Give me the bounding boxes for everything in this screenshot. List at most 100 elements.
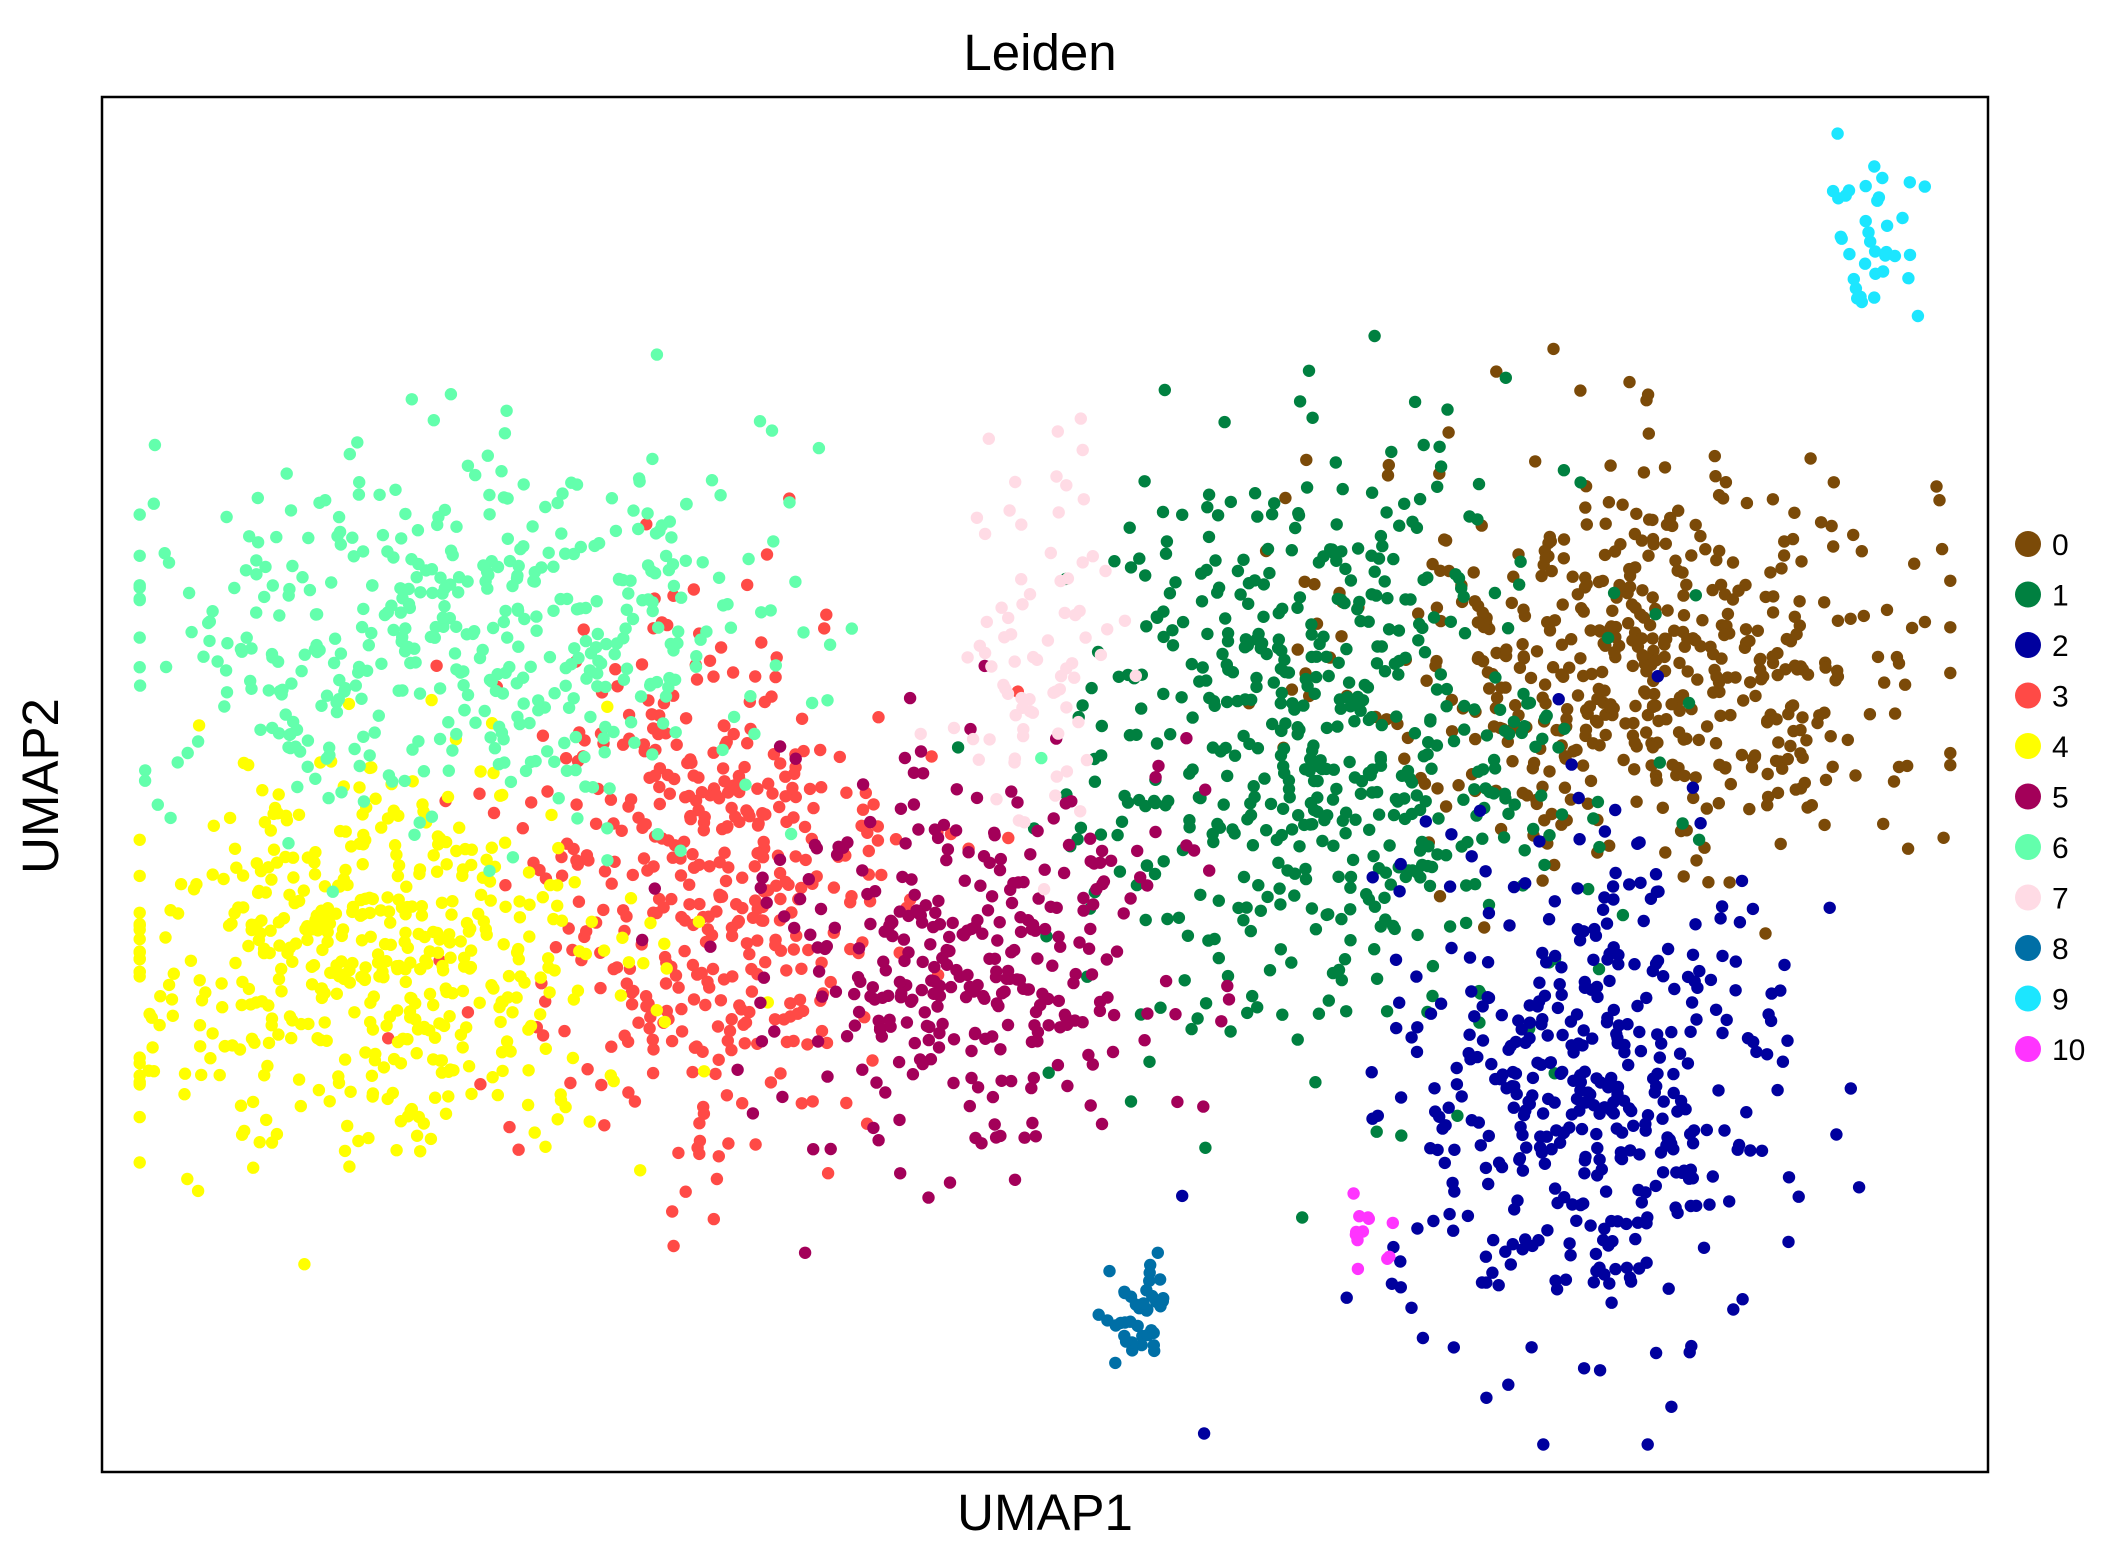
- point-cluster-0: [1788, 506, 1801, 519]
- point-cluster-4: [373, 970, 386, 983]
- point-cluster-3: [710, 1172, 724, 1186]
- point-cluster-5: [1031, 824, 1044, 838]
- point-cluster-1: [1140, 620, 1153, 633]
- point-cluster-6: [589, 641, 603, 654]
- point-cluster-3: [741, 737, 754, 750]
- point-cluster-2: [1450, 1078, 1464, 1091]
- point-cluster-4: [441, 790, 455, 804]
- point-cluster-6: [436, 611, 450, 624]
- point-cluster-10: [1362, 1212, 1376, 1226]
- point-cluster-4: [258, 816, 272, 829]
- point-cluster-2: [1596, 903, 1610, 916]
- point-cluster-4: [365, 1069, 379, 1083]
- point-cluster-1: [1201, 501, 1214, 514]
- point-cluster-3: [675, 910, 688, 924]
- point-cluster-1: [1385, 445, 1398, 459]
- point-cluster-3: [687, 583, 700, 596]
- point-cluster-6: [548, 755, 561, 768]
- point-cluster-5: [870, 1076, 883, 1089]
- point-cluster-6: [424, 630, 438, 644]
- point-cluster-2: [1684, 1025, 1697, 1039]
- point-cluster-3: [525, 796, 538, 809]
- point-cluster-6: [679, 554, 692, 567]
- legend-marker-3: [2015, 682, 2041, 709]
- point-cluster-2: [1598, 891, 1611, 904]
- point-cluster-2: [1537, 1438, 1550, 1451]
- point-cluster-1: [1123, 729, 1137, 742]
- point-cluster-2: [1755, 1144, 1769, 1158]
- point-cluster-5: [856, 778, 870, 791]
- point-cluster-5: [1052, 930, 1065, 943]
- legend-marker-6: [2015, 834, 2041, 860]
- point-cluster-4: [344, 1085, 357, 1099]
- point-cluster-4: [523, 930, 536, 943]
- point-cluster-5: [971, 1081, 985, 1094]
- point-cluster-5: [927, 920, 940, 934]
- point-cluster-3: [784, 1010, 797, 1023]
- point-cluster-6: [744, 690, 757, 703]
- point-cluster-6: [452, 586, 465, 599]
- point-cluster-0: [1574, 384, 1587, 397]
- point-cluster-1: [1303, 764, 1316, 778]
- point-cluster-6: [266, 721, 279, 735]
- point-cluster-3: [567, 842, 580, 856]
- point-cluster-3: [736, 1097, 749, 1110]
- point-cluster-7: [1050, 770, 1064, 783]
- point-cluster-6: [353, 759, 366, 773]
- point-cluster-7: [1060, 701, 1073, 714]
- point-cluster-2: [1536, 1107, 1550, 1120]
- point-cluster-4: [443, 1010, 456, 1023]
- point-cluster-2: [1476, 1000, 1489, 1013]
- point-cluster-2: [1665, 1025, 1678, 1039]
- point-cluster-5: [1008, 1173, 1022, 1187]
- point-cluster-4: [265, 1012, 279, 1025]
- point-cluster-6: [579, 634, 593, 648]
- point-cluster-1: [1392, 624, 1406, 637]
- point-cluster-2: [1443, 880, 1457, 893]
- point-cluster-3: [659, 977, 673, 990]
- point-cluster-4: [410, 1129, 424, 1143]
- point-cluster-2: [1720, 1013, 1733, 1027]
- point-cluster-4: [277, 912, 291, 925]
- point-cluster-4: [356, 858, 369, 871]
- point-cluster-2: [1563, 1237, 1576, 1250]
- point-cluster-3: [757, 835, 770, 849]
- point-cluster-6: [547, 604, 560, 617]
- point-cluster-2: [1410, 970, 1423, 983]
- point-cluster-4: [213, 1068, 226, 1082]
- point-cluster-3: [751, 782, 764, 795]
- point-cluster-6: [481, 582, 494, 595]
- point-cluster-3: [598, 865, 612, 878]
- point-cluster-6: [148, 438, 162, 452]
- point-cluster-6: [323, 741, 336, 754]
- point-cluster-0: [1658, 461, 1672, 474]
- point-cluster-2: [1565, 758, 1578, 771]
- point-cluster-4: [283, 888, 296, 901]
- point-cluster-2: [1586, 1032, 1599, 1045]
- point-cluster-3: [382, 1032, 395, 1045]
- point-cluster-2: [1774, 984, 1787, 997]
- point-cluster-2: [1649, 1179, 1663, 1193]
- point-cluster-6: [425, 810, 439, 823]
- point-cluster-4: [399, 926, 412, 939]
- point-cluster-4: [235, 998, 248, 1012]
- point-cluster-6: [517, 540, 530, 553]
- point-cluster-2: [1612, 948, 1625, 962]
- point-cluster-4: [423, 987, 437, 1001]
- point-cluster-1: [1228, 749, 1242, 762]
- point-cluster-2: [1535, 1146, 1549, 1159]
- point-cluster-0: [1709, 470, 1722, 483]
- point-cluster-0: [1580, 577, 1593, 591]
- point-cluster-2: [1505, 1080, 1519, 1093]
- point-cluster-4: [522, 866, 536, 879]
- point-cluster-6: [667, 579, 681, 593]
- point-cluster-3: [620, 910, 633, 923]
- point-cluster-2: [1632, 1183, 1645, 1197]
- point-cluster-6: [203, 634, 216, 648]
- point-cluster-2: [1640, 991, 1653, 1005]
- point-cluster-4: [658, 937, 671, 950]
- point-cluster-4: [415, 909, 429, 922]
- point-cluster-2: [1533, 976, 1546, 989]
- point-cluster-2: [1634, 1044, 1648, 1058]
- point-cluster-6: [280, 467, 293, 480]
